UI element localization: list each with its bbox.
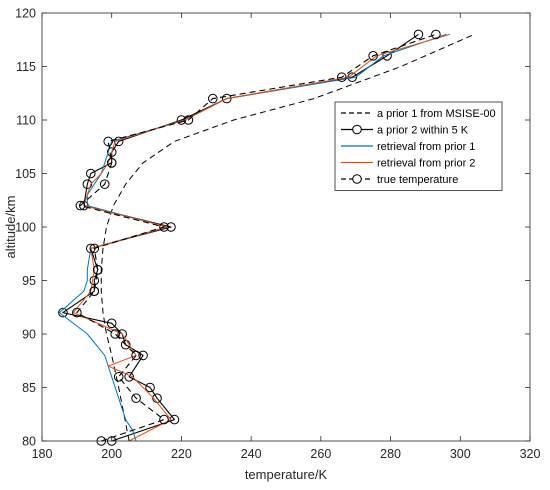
data-point bbox=[124, 372, 134, 382]
data-point bbox=[89, 275, 100, 286]
data-point bbox=[131, 350, 141, 361]
legend-marker bbox=[352, 174, 362, 184]
data-point bbox=[336, 72, 347, 82]
x-tick-label: 180 bbox=[32, 447, 53, 461]
legend-item: a prior 2 within 5 K bbox=[341, 125, 469, 137]
legend-marker bbox=[352, 124, 362, 135]
data-point bbox=[89, 243, 100, 254]
data-point bbox=[89, 286, 100, 297]
data-point bbox=[113, 136, 124, 147]
y-tick-label: 110 bbox=[16, 114, 36, 128]
data-point bbox=[159, 414, 169, 425]
data-point bbox=[145, 382, 155, 393]
x-tick-label: 280 bbox=[380, 447, 401, 461]
legend-label: a prior 1 from MSISE-00 bbox=[377, 108, 496, 120]
data-point bbox=[58, 307, 68, 318]
data-point bbox=[208, 93, 218, 104]
series-line bbox=[100, 33, 475, 442]
data-point bbox=[183, 115, 194, 125]
series-2 bbox=[58, 29, 424, 446]
series-1 bbox=[100, 33, 475, 442]
data-point bbox=[103, 136, 114, 147]
data-point bbox=[120, 339, 131, 350]
data-point bbox=[221, 93, 232, 104]
y-tick-label: 85 bbox=[22, 381, 36, 395]
legend-item: retrieval from prior 1 bbox=[341, 141, 475, 153]
data-point bbox=[159, 222, 169, 232]
legend-label: retrieval from prior 2 bbox=[377, 158, 475, 170]
x-tick-label: 240 bbox=[241, 447, 262, 461]
x-tick-label: 300 bbox=[450, 447, 471, 461]
y-tick-label: 90 bbox=[22, 328, 36, 342]
y-tick-label: 105 bbox=[15, 167, 36, 181]
x-axis-title: temperature/K bbox=[245, 467, 328, 482]
data-point bbox=[106, 318, 117, 329]
data-point bbox=[138, 350, 148, 361]
data-point bbox=[75, 200, 86, 211]
legend: a prior 1 from MSISE-00 a prior 2 within … bbox=[334, 101, 503, 191]
legend-label: retrieval from prior 1 bbox=[377, 141, 475, 153]
data-point bbox=[113, 372, 124, 382]
data-point bbox=[86, 168, 96, 179]
y-tick-label: 115 bbox=[16, 60, 36, 74]
legend-item: true temperature bbox=[341, 174, 458, 186]
y-tick-label: 80 bbox=[22, 435, 36, 449]
x-tick-label: 220 bbox=[171, 447, 192, 461]
data-point bbox=[431, 29, 441, 40]
data-point bbox=[413, 29, 424, 40]
y-tick-label: 95 bbox=[22, 274, 36, 288]
series-4 bbox=[72, 33, 450, 442]
data-point bbox=[368, 51, 378, 61]
x-tick-label: 320 bbox=[520, 447, 541, 461]
plot-area bbox=[58, 29, 475, 446]
legend-label: a prior 2 within 5 K bbox=[377, 125, 469, 137]
legend-label: true temperature bbox=[377, 174, 458, 186]
data-point bbox=[99, 179, 110, 189]
data-point bbox=[106, 147, 117, 157]
data-point bbox=[106, 158, 117, 168]
legend-item: a prior 1 from MSISE-00 bbox=[341, 108, 496, 120]
data-point bbox=[131, 393, 141, 404]
y-axis-title: altitude/km bbox=[3, 196, 18, 259]
series-line bbox=[72, 33, 450, 442]
data-point bbox=[82, 179, 93, 189]
data-point bbox=[110, 329, 120, 339]
y-tick-label: 100 bbox=[15, 221, 36, 235]
axes: 180 200 220 240 260 280 300 320 80 85 90 95 100 105 11… bbox=[15, 7, 540, 462]
data-point bbox=[117, 329, 127, 339]
x-tick-label: 200 bbox=[101, 447, 122, 461]
y-tick-label: 120 bbox=[15, 7, 36, 21]
data-point bbox=[72, 307, 82, 318]
data-point bbox=[92, 265, 103, 275]
legend-item: retrieval from prior 2 bbox=[341, 158, 475, 170]
x-tick-label: 260 bbox=[310, 447, 331, 461]
